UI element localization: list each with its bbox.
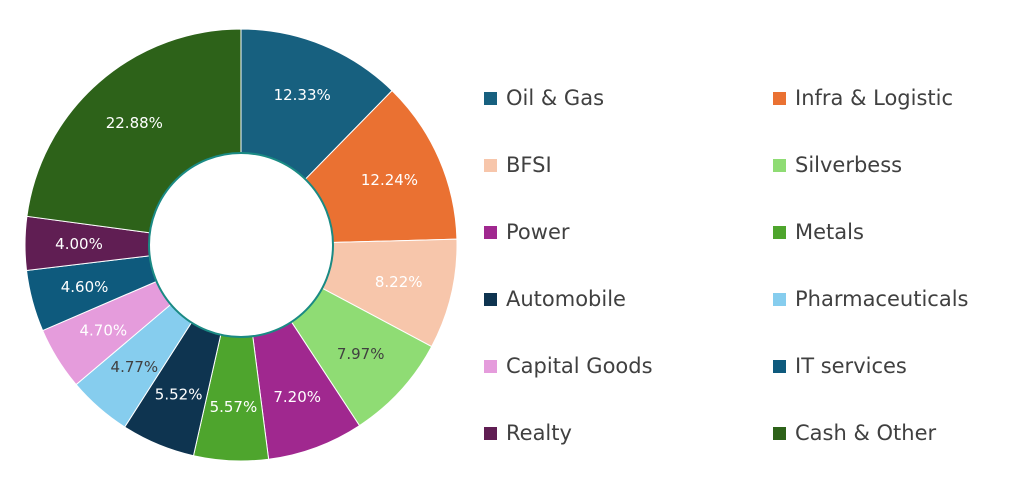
donut-hole	[148, 152, 334, 338]
legend-swatch	[773, 226, 786, 239]
data-label-silverbess: 7.97%	[337, 345, 385, 363]
legend-label: BFSI	[506, 153, 552, 177]
legend-item-power: Power	[484, 220, 570, 244]
legend-label: Realty	[506, 421, 572, 445]
legend-swatch	[773, 92, 786, 105]
legend-item-capital-goods: Capital Goods	[484, 354, 653, 378]
legend-label: Silverbess	[795, 153, 902, 177]
legend-item-metals: Metals	[773, 220, 864, 244]
legend-swatch	[484, 159, 497, 172]
legend-label: Automobile	[506, 287, 626, 311]
legend-swatch	[773, 159, 786, 172]
legend-item-cash-and-other: Cash & Other	[773, 421, 937, 445]
data-label-infra-and-logistic: 12.24%	[361, 171, 418, 189]
data-label-oil-and-gas: 12.33%	[274, 86, 331, 104]
legend-item-bfsi: BFSI	[484, 153, 552, 177]
data-label-realty: 4.00%	[55, 235, 103, 253]
legend-swatch	[484, 360, 497, 373]
legend-label: Pharmaceuticals	[795, 287, 968, 311]
legend-item-automobile: Automobile	[484, 287, 626, 311]
legend-item-it-services: IT services	[773, 354, 907, 378]
data-label-it-services: 4.60%	[61, 278, 109, 296]
legend-item-realty: Realty	[484, 421, 572, 445]
legend-swatch	[484, 427, 497, 440]
legend-label: Power	[506, 220, 570, 244]
legend-item-infra-and-logistic: Infra & Logistic	[773, 86, 953, 110]
legend-swatch	[484, 226, 497, 239]
legend-swatch	[773, 360, 786, 373]
legend-label: Cash & Other	[795, 421, 937, 445]
data-label-cash-and-other: 22.88%	[106, 114, 163, 132]
data-label-pharmaceuticals: 4.77%	[111, 358, 159, 376]
legend-label: IT services	[795, 354, 907, 378]
legend-swatch	[484, 293, 497, 306]
legend-item-oil-and-gas: Oil & Gas	[484, 86, 604, 110]
legend-swatch	[773, 293, 786, 306]
data-label-bfsi: 8.22%	[375, 273, 423, 291]
legend: Oil & Gas Infra & Logistic BFSI Silverbess P…	[484, 86, 968, 445]
legend-label: Oil & Gas	[506, 86, 604, 110]
data-label-capital-goods: 4.70%	[79, 321, 127, 339]
slice-labels: 12.33% 12.24% 8.22% 7.97% 7.20% 5.57% 5.52% 4.7…	[55, 86, 422, 416]
legend-item-pharmaceuticals: Pharmaceuticals	[773, 287, 968, 311]
data-label-power: 7.20%	[273, 388, 321, 406]
legend-swatch	[773, 427, 786, 440]
data-label-automobile: 5.52%	[155, 386, 203, 404]
legend-label: Capital Goods	[506, 354, 653, 378]
legend-label: Infra & Logistic	[795, 86, 953, 110]
data-label-metals: 5.57%	[210, 398, 258, 416]
legend-item-silverbess: Silverbess	[773, 153, 902, 177]
legend-label: Metals	[795, 220, 864, 244]
legend-swatch	[484, 92, 497, 105]
